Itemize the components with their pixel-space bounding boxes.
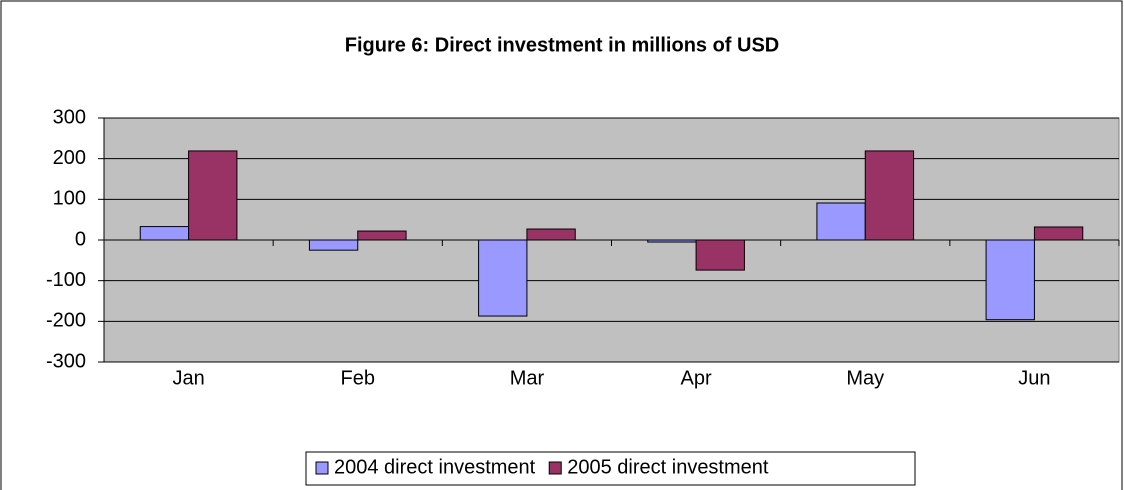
y-tick-label: 200 <box>53 147 86 169</box>
y-tick-label: 0 <box>75 228 86 250</box>
y-tick-label: -100 <box>46 269 86 291</box>
bar <box>139 226 190 241</box>
bar <box>478 239 528 317</box>
x-tick-label: Jun <box>1018 367 1050 389</box>
x-tick-label: Jan <box>172 367 204 389</box>
x-tick-label: May <box>846 367 884 389</box>
bar <box>985 239 1035 321</box>
y-tick-label: -200 <box>46 310 86 332</box>
legend-swatch <box>548 461 562 475</box>
x-tick-label: Apr <box>681 367 712 389</box>
y-tick-label: 100 <box>53 188 86 210</box>
bar <box>308 239 359 251</box>
legend-label: 2005 direct investment <box>567 456 769 478</box>
y-tick-label: 300 <box>53 106 86 128</box>
bar <box>1033 226 1084 241</box>
legend-swatch <box>315 461 329 475</box>
bar <box>816 202 866 241</box>
bar <box>864 150 915 241</box>
x-tick-label: Feb <box>341 367 375 389</box>
y-tick-label: -300 <box>46 350 86 372</box>
bar <box>526 228 576 241</box>
legend-box <box>305 451 916 486</box>
chart-title: Figure 6: Direct investment in millions … <box>345 34 780 56</box>
bar <box>357 230 407 241</box>
legend-label: 2004 direct investment <box>334 456 536 478</box>
bar <box>695 239 745 271</box>
bar <box>188 150 238 241</box>
x-tick-label: Mar <box>510 367 545 389</box>
